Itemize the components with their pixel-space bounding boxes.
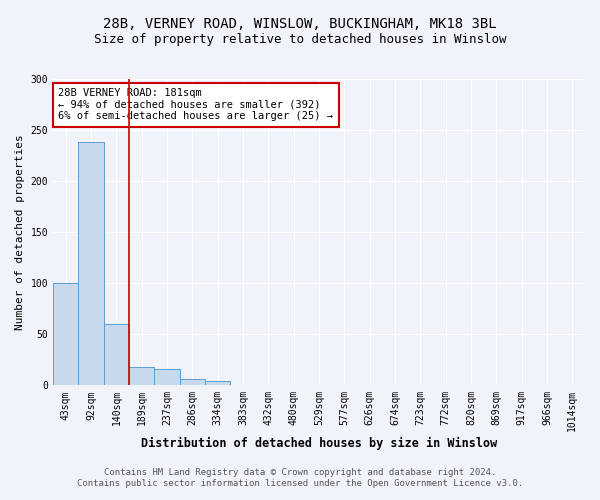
- Bar: [154, 369, 179, 386]
- Bar: [53, 283, 79, 386]
- Text: 28B VERNEY ROAD: 181sqm
← 94% of detached houses are smaller (392)
6% of semi-de: 28B VERNEY ROAD: 181sqm ← 94% of detache…: [58, 88, 334, 122]
- Bar: [129, 367, 154, 386]
- Bar: [79, 142, 104, 386]
- Text: Size of property relative to detached houses in Winslow: Size of property relative to detached ho…: [94, 32, 506, 46]
- Bar: [205, 382, 230, 386]
- X-axis label: Distribution of detached houses by size in Winslow: Distribution of detached houses by size …: [141, 437, 497, 450]
- Text: 28B, VERNEY ROAD, WINSLOW, BUCKINGHAM, MK18 3BL: 28B, VERNEY ROAD, WINSLOW, BUCKINGHAM, M…: [103, 18, 497, 32]
- Text: Contains HM Land Registry data © Crown copyright and database right 2024.
Contai: Contains HM Land Registry data © Crown c…: [77, 468, 523, 487]
- Bar: [104, 324, 129, 386]
- Bar: [179, 379, 205, 386]
- Y-axis label: Number of detached properties: Number of detached properties: [15, 134, 25, 330]
